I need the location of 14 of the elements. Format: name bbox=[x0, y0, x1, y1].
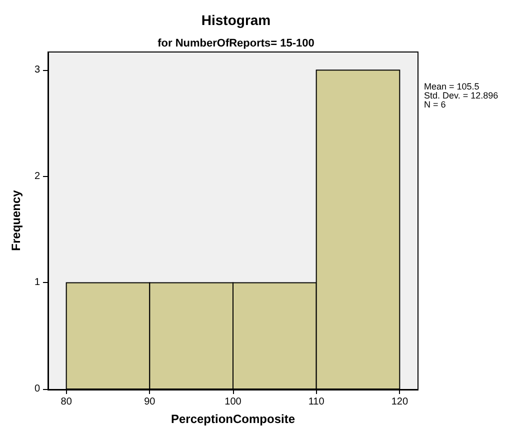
x-tick-label: 110 bbox=[308, 396, 325, 408]
y-tick-label: 3 bbox=[34, 64, 40, 76]
y-tick-label: 2 bbox=[34, 170, 40, 182]
x-tick-label: 90 bbox=[144, 396, 156, 408]
x-tick-label: 100 bbox=[224, 396, 242, 408]
text: Mean = 105.5 Std. Dev. = 12.896 N = 6 bbox=[424, 82, 498, 110]
y-axis-title: Frequency bbox=[9, 190, 23, 251]
chart-subtitle: for NumberOfReports= 15-100 bbox=[158, 38, 314, 50]
x-tick-label: 80 bbox=[60, 396, 72, 408]
x-axis-title: PerceptionComposite bbox=[170, 412, 296, 426]
chart-title: Histogram bbox=[201, 12, 271, 28]
x-tick-label: 120 bbox=[391, 396, 408, 408]
y-tick-label: 1 bbox=[34, 277, 40, 288]
y-tick-label: 0 bbox=[34, 384, 40, 394]
